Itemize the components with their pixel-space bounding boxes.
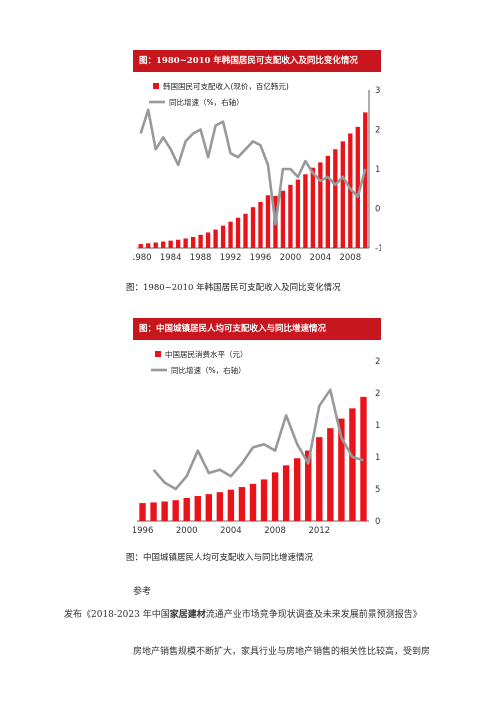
bar [333,149,338,248]
bar [355,126,360,248]
x-tick-label: 2004 [220,526,242,536]
bar [260,479,268,521]
bar [205,494,213,521]
bar [194,496,201,521]
legend-label-line: 同比增速（%，右轴） [169,97,244,107]
bar [338,418,345,521]
legend-label-bar: 韩国国民可支配收入(现价，百亿韩元) [163,81,289,91]
bar [161,501,168,521]
legend-swatch-bar [155,351,161,357]
bar [227,489,235,521]
y-right-tick-label: 30% [375,86,381,96]
legend-label-bar: 中国居民消费水平（元） [165,349,248,359]
bar [327,428,334,521]
bar [325,155,331,248]
legend-label-line: 同比增速（%，右轴） [171,365,246,375]
bar [295,179,301,248]
bar [258,201,263,248]
legend-swatch-bar [153,83,159,89]
bar [318,162,323,248]
bar [265,195,271,248]
bar [175,239,181,248]
bar [340,141,345,248]
x-tick-label: 2000 [176,526,198,536]
figure-caption: 图：中国城镇居民人均可支配收入与同比增速情况 [126,553,314,563]
bar [250,207,256,248]
x-tick-label: 2008 [264,526,286,536]
bar [310,167,316,248]
growth-line [152,388,364,491]
x-tick-label: 2004 [310,253,332,263]
bar [216,492,224,521]
bar [138,244,143,248]
bar [150,502,157,521]
bar [168,240,173,248]
bar [172,500,179,521]
figure-korea-income: 图：1980~2010 年韩国居民可支配收入及同比变化情况 0200004000… [101,50,397,272]
y-right-tick-label: 10% [375,165,381,175]
reference-label: 参考 [133,587,152,597]
bar [190,236,196,248]
bar [183,238,188,248]
y-right-tick-label: 5% [375,485,381,495]
bar [348,133,353,248]
y-right-tick-label: 25% [375,357,381,367]
growth-line [139,108,367,226]
bar [349,408,356,521]
chart-plot: 05000100001500020000250000%5%10%15%20%25… [106,340,394,546]
bar [161,241,166,248]
bar [235,217,241,248]
y-right-tick-label: 20% [375,126,381,136]
bar [316,437,323,521]
x-tick-label: 1984 [160,253,182,263]
bar [280,190,286,248]
bar [243,213,248,248]
report-line-post: 流通产业市场竞争现状调查及未来发展前景预测报告》 [205,610,422,620]
x-tick-label: 1996 [133,526,153,536]
x-tick-label: 1992 [220,253,242,263]
bar [363,112,368,248]
y-right-tick-label: 20% [375,389,381,399]
x-tick-label: 1988 [190,253,212,263]
y-right-tick-label: 10% [375,453,381,463]
bar [282,465,290,521]
chart-korea: 020000400006000080000100000120000-10%0%1… [101,81,397,263]
bar [139,503,146,521]
bar [249,483,257,521]
bar [198,234,203,248]
bar [183,497,190,521]
figure-banner: 图：1980~2010 年韩国居民可支配收入及同比变化情况 [133,50,381,72]
bar [305,450,312,521]
figure-china-income: 图：中国城镇居民人均可支配收入与同比增速情况 05000100001500020… [106,318,394,546]
chart-plot: 020000400006000080000100000120000-10%0%1… [101,72,397,272]
bar [213,229,218,248]
body-paragraph: 房地产销售规模不断扩大，家具行业与房地产销售的相关性比较高，受到房 [133,647,431,657]
y-right-tick-label: 15% [375,421,381,431]
bar [288,184,293,248]
bar [205,232,211,248]
x-tick-label: 2012 [308,526,330,536]
x-tick-label: 1996 [250,253,272,263]
figure-caption: 图：1980~2010 年韩国居民可支配收入及同比变化情况 [126,283,341,293]
figure-banner: 图：中国城镇居民人均可支配收入与同比增速情况 [133,318,381,340]
report-line: 发布《2018-2023 年中国家居建材流通产业市场竞争现状调查及未来发展前景预… [64,607,422,620]
chart-china: 05000100001500020000250000%5%10%15%20%25… [106,349,394,536]
report-line-bold: 家居建材 [169,610,206,620]
y-right-tick-label: -10% [375,244,381,254]
bar [228,221,233,248]
x-tick-label: 1980 [133,253,152,263]
y-right-tick-label: 0% [375,205,381,215]
report-line-pre: 发布《2018-2023 年中国 [64,610,170,620]
bar [220,225,226,248]
x-tick-label: 2000 [280,253,302,263]
bar [153,242,158,248]
y-right-tick-label: 0% [375,517,381,527]
x-tick-label: 2008 [339,253,361,263]
bar [293,458,301,521]
bar [271,472,279,521]
bar [303,174,308,248]
bar [238,487,246,521]
bar [146,243,151,248]
